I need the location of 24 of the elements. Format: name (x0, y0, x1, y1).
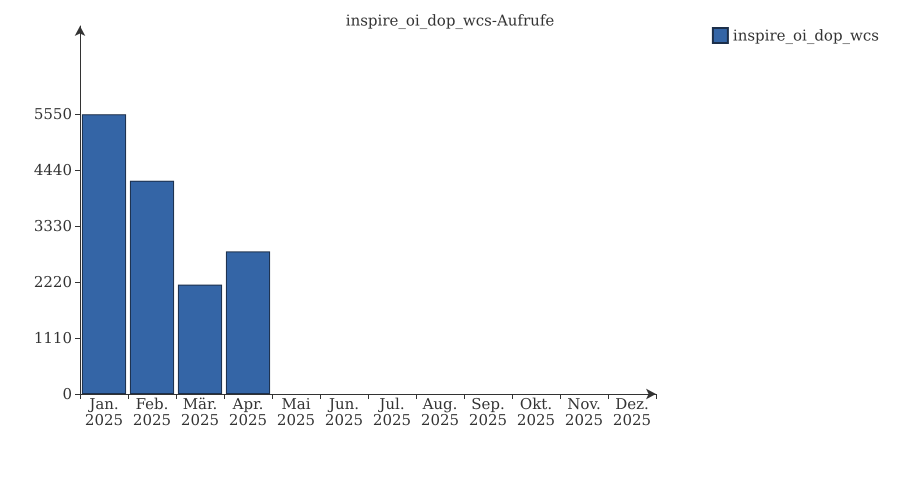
y-tick-label: 0 (62, 385, 72, 403)
x-tick-label: Jan. 2025 (84, 395, 124, 429)
x-tick-label: Feb. 2025 (132, 395, 172, 429)
x-tick-label: Okt. 2025 (516, 395, 556, 429)
bar (82, 114, 126, 394)
bar (226, 251, 270, 394)
x-tick-label: Sep. 2025 (468, 395, 508, 429)
x-tick-label: Jun. 2025 (324, 395, 364, 429)
x-tick-label: Nov. 2025 (564, 395, 604, 429)
y-tick-label: 3330 (34, 217, 72, 236)
x-tick-label: Mai 2025 (276, 395, 316, 429)
y-tick-label: 5550 (34, 105, 72, 124)
y-tick-label: 1110 (34, 329, 72, 348)
chart-title: inspire_oi_dop_wcs-Aufrufe (346, 12, 554, 30)
x-tick-label: Jul. 2025 (372, 395, 412, 429)
y-tick-label: 2220 (34, 273, 72, 292)
y-tick-label: 4440 (34, 161, 72, 180)
legend-label: inspire_oi_dop_wcs (732, 26, 880, 44)
x-tick-label: Aug. 2025 (420, 395, 460, 429)
x-tick-label: Dez. 2025 (612, 395, 652, 429)
bar (130, 180, 174, 394)
x-tick-label: Mär. 2025 (180, 395, 220, 429)
bar (178, 284, 222, 394)
x-tick-label: Apr. 2025 (228, 395, 268, 429)
